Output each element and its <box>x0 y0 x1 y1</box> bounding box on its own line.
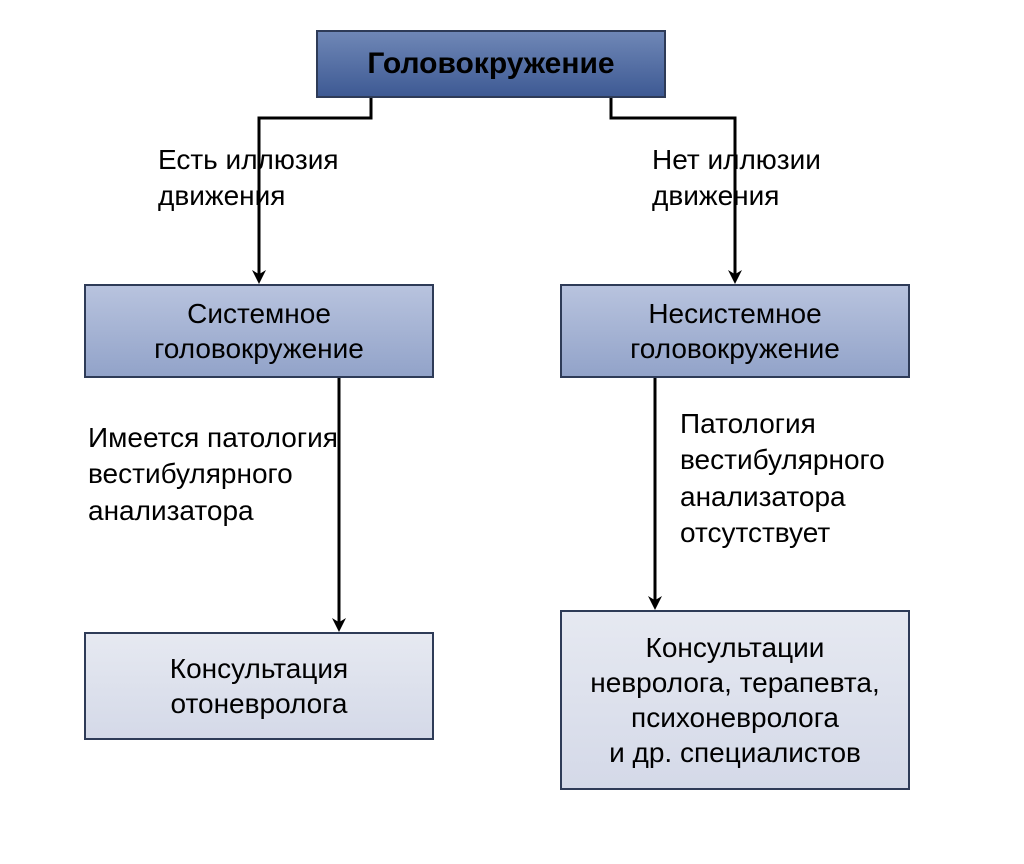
flowchart-canvas: Головокружение Системное головокружение Не… <box>0 0 1024 864</box>
node-systemic: Системное головокружение <box>84 284 434 378</box>
node-nonsystemic: Несистемное головокружение <box>560 284 910 378</box>
node-otoneuro: Консультация отоневролога <box>84 632 434 740</box>
node-root: Головокружение <box>316 30 666 98</box>
edge-label-nonsystemic-specialists: Патология вестибулярного анализатора отс… <box>680 406 885 552</box>
edge-label-root-nonsystemic: Нет иллюзии движения <box>652 142 821 215</box>
edge-label-root-systemic: Есть иллюзия движения <box>158 142 339 215</box>
edge-label-systemic-otoneuro: Имеется патология вестибулярного анализа… <box>88 420 338 529</box>
node-specialists: Консультации невролога, терапевта, психо… <box>560 610 910 790</box>
